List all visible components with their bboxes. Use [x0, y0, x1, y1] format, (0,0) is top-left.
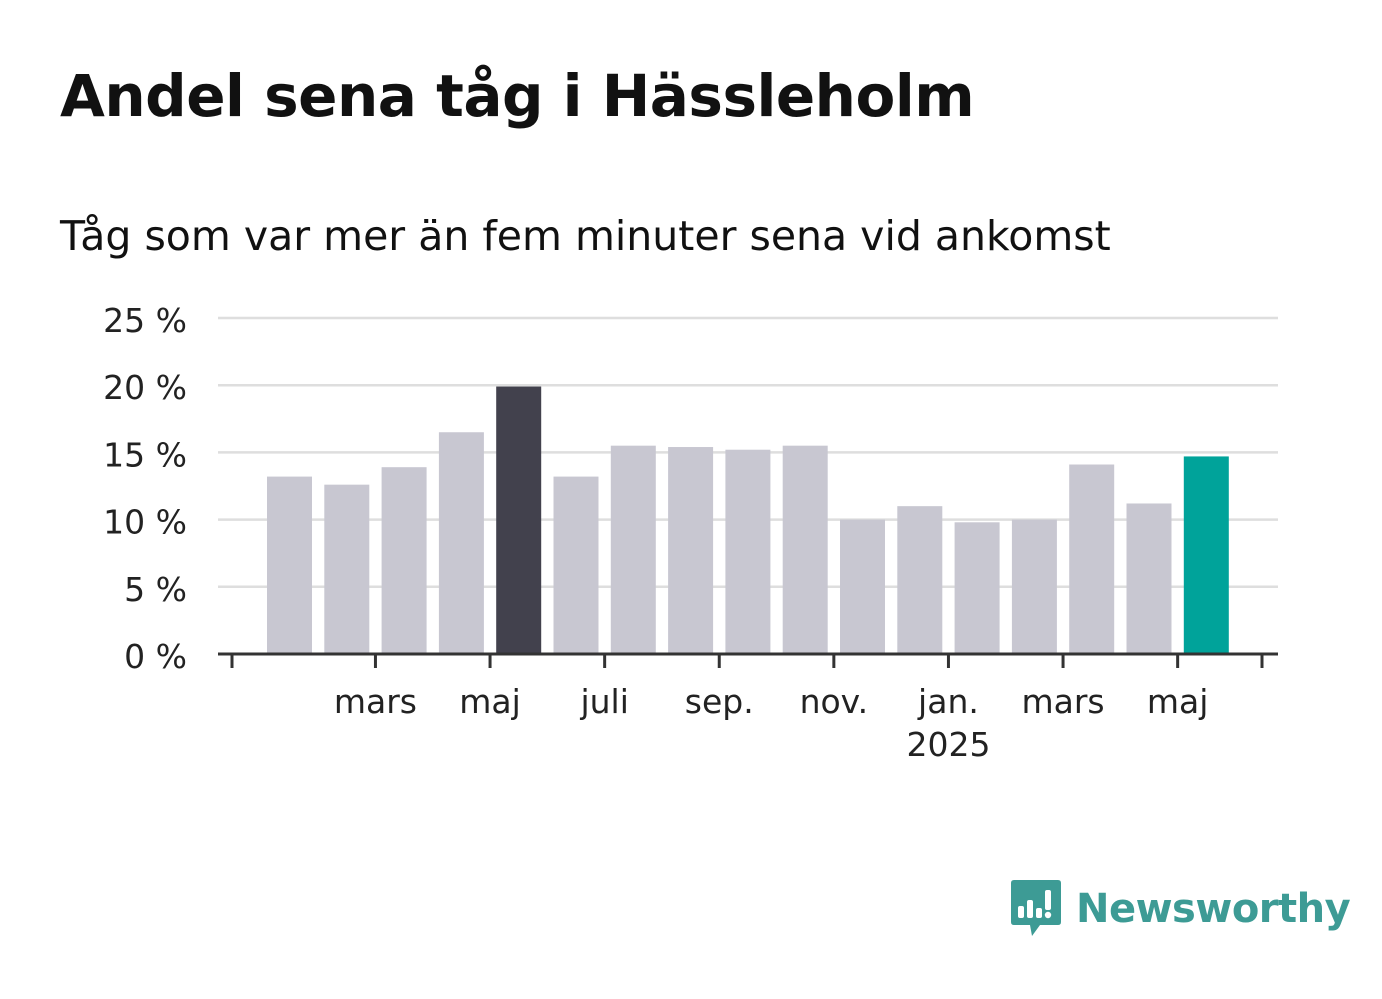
bar — [1183, 456, 1229, 654]
x-tick-label: jan. — [917, 682, 979, 721]
x-axis-labels: mars maj juli sep. nov. jan. 2025 mars maj — [334, 682, 1209, 764]
y-tick-label: 25 % — [103, 301, 187, 340]
bar — [1126, 503, 1172, 654]
x-tick-label: mars — [1021, 682, 1104, 721]
bar — [954, 522, 1000, 654]
bar — [553, 476, 599, 654]
bar — [496, 386, 542, 654]
bar — [725, 449, 771, 654]
bar-series — [267, 386, 1229, 654]
chart-subtitle: Tåg som var mer än fem minuter sena vid … — [60, 212, 1111, 260]
newsworthy-logo: Newsworthy — [1010, 878, 1351, 940]
x-tick-label: juli — [579, 682, 628, 721]
bar — [267, 476, 312, 654]
bar-chart-speech-bubble-icon — [1011, 880, 1061, 936]
bar — [897, 506, 943, 654]
bar — [324, 484, 370, 654]
x-tick-label: mars — [334, 682, 417, 721]
x-tick-label: sep. — [685, 682, 754, 721]
y-tick-label: 5 % — [124, 570, 187, 609]
bar — [1011, 519, 1057, 654]
bar — [438, 432, 484, 654]
x-tick-year-label: 2025 — [906, 725, 990, 764]
bar — [782, 445, 828, 654]
y-tick-label: 15 % — [103, 435, 187, 474]
x-tick-label: maj — [459, 682, 521, 721]
bar — [840, 519, 885, 654]
bar — [610, 445, 656, 654]
y-tick-label: 20 % — [103, 368, 187, 407]
y-tick-label: 10 % — [103, 503, 187, 542]
bar — [1069, 464, 1115, 654]
x-tick-label: maj — [1147, 682, 1209, 721]
y-axis-labels: 0 % 5 % 10 % 15 % 20 % 25 % — [103, 301, 187, 676]
chart-title: Andel sena tåg i Hässleholm — [60, 62, 975, 130]
bar — [668, 447, 714, 654]
axes — [218, 652, 1278, 668]
bar — [381, 467, 427, 654]
x-tick-label: nov. — [800, 682, 869, 721]
logo-text: Newsworthy — [1076, 886, 1351, 932]
y-tick-label: 0 % — [124, 637, 187, 676]
